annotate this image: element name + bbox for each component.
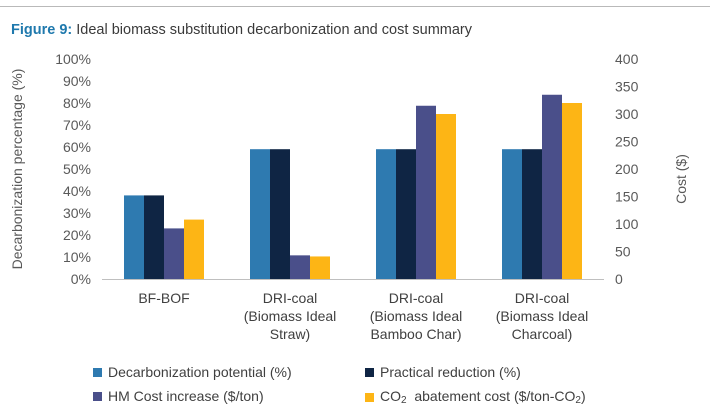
legend-label-practical: Practical reduction (%) bbox=[380, 364, 521, 380]
legend-label-co2-cost: CO2 abatement cost ($/ton-CO2) bbox=[380, 388, 586, 406]
y-left-tick-label: 80% bbox=[63, 95, 91, 111]
bar-decarb bbox=[376, 149, 396, 279]
top-divider bbox=[0, 6, 710, 7]
legend-item-decarbonization: Decarbonization potential (%) bbox=[93, 364, 292, 380]
bar-hm-cost bbox=[542, 94, 562, 279]
legend-item-practical: Practical reduction (%) bbox=[365, 364, 521, 380]
bar-decarb bbox=[250, 149, 270, 279]
y-right-tick-label: 400 bbox=[615, 51, 639, 67]
y-left-tick-label: 90% bbox=[63, 73, 91, 89]
bar-hm-cost bbox=[416, 105, 436, 279]
y-right-tick-label: 350 bbox=[615, 79, 639, 95]
legend-item-hm-cost: HM Cost increase ($/ton) bbox=[93, 388, 264, 404]
bar-practical bbox=[522, 149, 542, 279]
bar-practical bbox=[144, 195, 164, 279]
y-left-tick-label: 40% bbox=[63, 183, 91, 199]
category-label: DRI-coal (Biomass Ideal Bamboo Char) bbox=[370, 290, 463, 342]
bar-co2-cost bbox=[184, 219, 204, 279]
y-right-tick-label: 250 bbox=[615, 134, 639, 150]
figure-title: Figure 9: Ideal biomass substitution dec… bbox=[11, 22, 472, 38]
legend-swatch-co2-cost bbox=[365, 392, 374, 402]
y-left-axis-title: Decarbonization percentage (%) bbox=[9, 69, 25, 270]
bar-decarb bbox=[502, 149, 522, 279]
bar-hm-cost bbox=[164, 228, 184, 279]
bar-co2-cost bbox=[562, 103, 582, 279]
category-label: BF-BOF bbox=[138, 290, 189, 306]
category-label: DRI-coal (Biomass Ideal Straw) bbox=[244, 290, 337, 342]
y-right-tick-label: 300 bbox=[615, 106, 639, 122]
legend-label-hm-cost: HM Cost increase ($/ton) bbox=[108, 388, 264, 404]
y-right-axis-title: Cost ($) bbox=[673, 154, 689, 204]
legend-swatch-decarbonization bbox=[93, 367, 102, 377]
bar-hm-cost bbox=[290, 255, 310, 279]
y-left-tick-label: 50% bbox=[63, 161, 91, 177]
bar-co2-cost bbox=[436, 114, 456, 279]
y-left-tick-label: 70% bbox=[63, 117, 91, 133]
y-left-tick-label: 20% bbox=[63, 227, 91, 243]
bar-practical bbox=[270, 149, 290, 279]
bar-co2-cost bbox=[310, 256, 330, 279]
y-left-tick-label: 60% bbox=[63, 139, 91, 155]
legend-swatch-practical bbox=[365, 367, 374, 377]
figure-title-text: Ideal biomass substitution decarbonizati… bbox=[76, 22, 472, 38]
bar-practical bbox=[396, 149, 416, 279]
legend-swatch-hm-cost bbox=[93, 391, 102, 401]
y-right-tick-label: 150 bbox=[615, 189, 639, 205]
y-right-tick-label: 100 bbox=[615, 216, 639, 232]
legend-item-co2-cost: CO2 abatement cost ($/ton-CO2) bbox=[365, 388, 586, 406]
legend-label-decarbonization: Decarbonization potential (%) bbox=[108, 364, 292, 380]
figure-number: Figure 9: bbox=[11, 22, 73, 38]
y-left-tick-label: 10% bbox=[63, 249, 91, 265]
y-left-tick-label: 0% bbox=[71, 271, 91, 287]
bar-decarb bbox=[124, 195, 144, 279]
category-label: DRI-coal (Biomass Ideal Charcoal) bbox=[496, 290, 589, 342]
y-right-tick-label: 50 bbox=[615, 244, 631, 260]
y-right-tick-label: 0 bbox=[615, 271, 623, 287]
y-left-tick-label: 30% bbox=[63, 205, 91, 221]
y-left-tick-label: 100% bbox=[55, 51, 91, 67]
y-right-tick-label: 200 bbox=[615, 161, 639, 177]
